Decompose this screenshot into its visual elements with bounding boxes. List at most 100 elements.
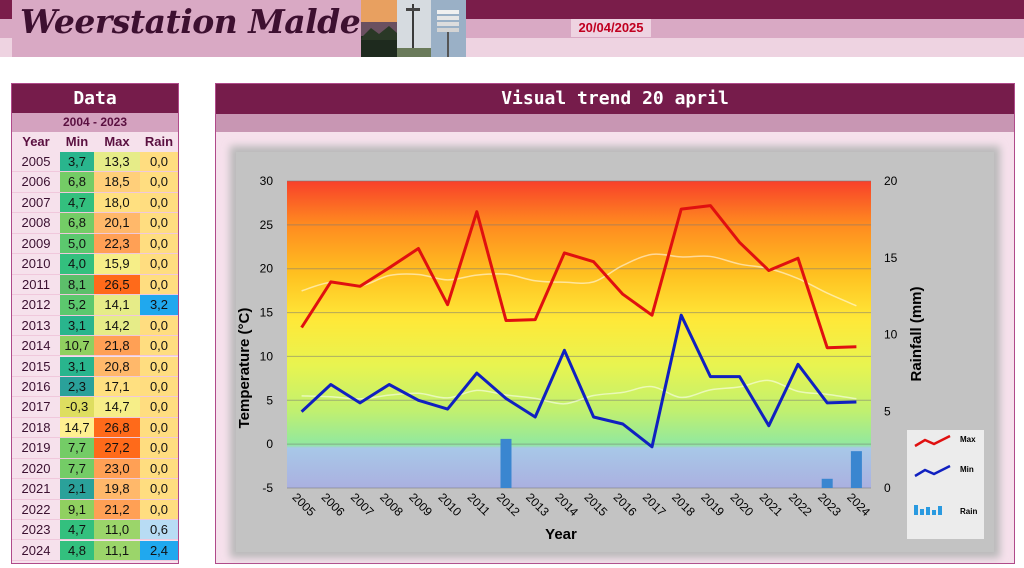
legend-swatch <box>920 509 924 515</box>
rain-cell: 0,0 <box>140 192 178 214</box>
max-cell: 14,1 <box>94 295 140 316</box>
y-tick-label: 20 <box>260 262 274 276</box>
max-cell: 20,1 <box>94 213 140 234</box>
table-row: 2011 8,1 26,5 0,0 <box>12 274 178 296</box>
min-cell: 2,3 <box>60 376 94 398</box>
table-row: 2022 9,1 21,2 0,0 <box>12 499 178 521</box>
data-table-range: 2004 - 2023 <box>12 113 178 132</box>
table-row: 2020 7,7 23,0 0,0 <box>12 458 178 480</box>
max-cell: 11,1 <box>94 540 140 561</box>
table-row: 2014 10,7 21,8 0,0 <box>12 336 178 357</box>
year-cell: 2023 <box>12 520 60 541</box>
max-cell: 17,1 <box>94 376 140 398</box>
year-cell: 2014 <box>12 336 60 357</box>
rain-cell: 0,0 <box>140 458 178 480</box>
year-cell: 2017 <box>12 397 60 418</box>
year-cell: 2007 <box>12 192 60 214</box>
min-cell: 3,1 <box>60 356 94 377</box>
rain-bar <box>500 438 512 488</box>
y-tick-label: -5 <box>262 481 273 495</box>
max-cell: 26,8 <box>94 417 140 439</box>
y-tick-label: 0 <box>266 437 273 451</box>
rain-cell: 0,0 <box>140 274 178 296</box>
y2-tick-label: 0 <box>884 481 891 495</box>
year-cell: 2009 <box>12 233 60 255</box>
y-tick-label: 30 <box>260 174 274 188</box>
chart-title-bar <box>216 84 1014 114</box>
min-cell: 3,1 <box>60 315 94 336</box>
rain-cell: 0,0 <box>140 336 178 357</box>
max-cell: 26,5 <box>94 274 140 296</box>
data-table-panel: Data 2004 - 2023 Year Min Max Rain 2005 3… <box>11 83 179 564</box>
sensor-photo <box>431 0 466 57</box>
data-table-title: Data <box>12 84 178 113</box>
station-photos <box>361 0 466 57</box>
year-cell: 2020 <box>12 458 60 480</box>
min-cell: 10,7 <box>60 336 94 357</box>
chart-subtitle-bar <box>216 114 1014 132</box>
rain-cell: 0,0 <box>140 233 178 255</box>
y2-axis-label: Rainfall (mm) <box>908 286 925 381</box>
table-row: 2019 7,7 27,2 0,0 <box>12 438 178 459</box>
rain-cell: 0,0 <box>140 315 178 336</box>
chart-legend: Max Min Rain <box>907 430 984 539</box>
table-row: 2015 3,1 20,8 0,0 <box>12 356 178 377</box>
max-cell: 18,0 <box>94 192 140 214</box>
y-axis-ticks: -5 0 5 10 15 20 25 30 <box>260 174 274 495</box>
temperature-lines <box>300 204 857 449</box>
y-tick-label: 15 <box>260 306 274 320</box>
max-cell: 27,2 <box>94 438 140 459</box>
chart-title: Visual trend 20 april <box>501 88 729 109</box>
table-row: 2010 4,0 15,9 0,0 <box>12 254 178 275</box>
rain-cell: 0,0 <box>140 152 178 173</box>
column-header-max: Max <box>104 134 130 149</box>
table-row: 2018 14,7 26,8 0,0 <box>12 417 178 439</box>
y-tick-label: 10 <box>260 349 274 363</box>
table-row: 2012 5,2 14,1 3,2 <box>12 295 178 316</box>
legend-item-max: Max <box>914 434 976 448</box>
year-cell: 2013 <box>12 315 60 336</box>
rain-cell: 0,0 <box>140 438 178 459</box>
table-row: 2006 6,8 18,5 0,0 <box>12 172 178 193</box>
table-row: 2009 5,0 22,3 0,0 <box>12 233 178 255</box>
table-row: 2005 3,7 13,3 0,0 <box>12 152 178 173</box>
min-cell: 4,0 <box>60 254 94 275</box>
min-cell: 14,7 <box>60 417 94 439</box>
rain-cell: 0,0 <box>140 356 178 377</box>
rain-cell: 0,0 <box>140 376 178 398</box>
min-cell: 7,7 <box>60 458 94 480</box>
rain-cell: 0,0 <box>140 417 178 439</box>
column-header-min: Min <box>65 134 89 149</box>
y-tick-label: 25 <box>260 218 274 232</box>
max-cell: 21,2 <box>94 499 140 521</box>
plot-background <box>287 181 871 488</box>
min-cell: 6,8 <box>60 213 94 234</box>
legend-swatch <box>914 464 951 478</box>
legend-label: Max <box>960 435 976 444</box>
sunset-photo <box>361 0 397 57</box>
legend-item-rain: Rain <box>914 505 977 516</box>
rain-cell: 0,0 <box>140 397 178 418</box>
year-cell: 2024 <box>12 540 60 561</box>
max-cell: 18,5 <box>94 172 140 193</box>
rain-bar <box>821 478 833 488</box>
table-row: 2021 2,1 19,8 0,0 <box>12 479 178 500</box>
year-cell: 2005 <box>12 152 60 173</box>
legend-swatch <box>914 434 951 448</box>
gridlines <box>287 180 871 489</box>
min-cell: 3,7 <box>60 152 94 173</box>
max-series-line <box>300 204 857 350</box>
year-cell: 2018 <box>12 417 60 439</box>
column-header-rain: Rain <box>144 134 174 149</box>
max-cell: 14,7 <box>94 397 140 418</box>
table-row: 2023 4,7 11,0 0,6 <box>12 520 178 541</box>
legend-swatch <box>932 510 936 515</box>
max-cell: 13,3 <box>94 152 140 173</box>
date-box <box>571 19 651 37</box>
min-cell: 4,7 <box>60 192 94 214</box>
year-cell: 2010 <box>12 254 60 275</box>
mast-photo <box>397 0 431 57</box>
max-cell: 15,9 <box>94 254 140 275</box>
max-cell: 23,0 <box>94 458 140 480</box>
